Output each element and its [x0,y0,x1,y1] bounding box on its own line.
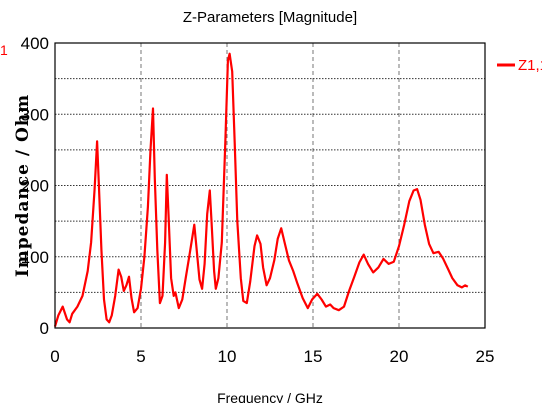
y-tick-label: 200 [21,177,49,196]
x-axis-label: Frequency / GHz [217,390,323,403]
gridlines [55,43,485,328]
legend: Z1,1 [497,57,542,74]
x-tick-label: 10 [218,347,237,366]
x-tick-label: 0 [50,347,59,366]
series-line-z11 [53,52,469,327]
x-tick-label: 5 [136,347,145,366]
y-tick-label: 100 [21,248,49,267]
x-tick-label: 25 [476,347,495,366]
series-layer [53,52,469,327]
legend-label-z11: Z1,1 [518,57,542,74]
plot-frame [54,42,486,329]
x-tick-label: 15 [304,347,323,366]
x-tick-label: 20 [390,347,409,366]
tick-labels: 0 5 10 15 20 25 0 100 200 300 400 [21,34,495,366]
y-axis-label: Impedance / Ohm [13,94,33,277]
y-tick-label: 300 [21,105,49,124]
chart-title: Z-Parameters [Magnitude] [183,9,357,26]
y-tick-label: 400 [21,34,49,53]
edge-label: 1 [0,42,8,58]
y-tick-label: 0 [40,319,49,338]
